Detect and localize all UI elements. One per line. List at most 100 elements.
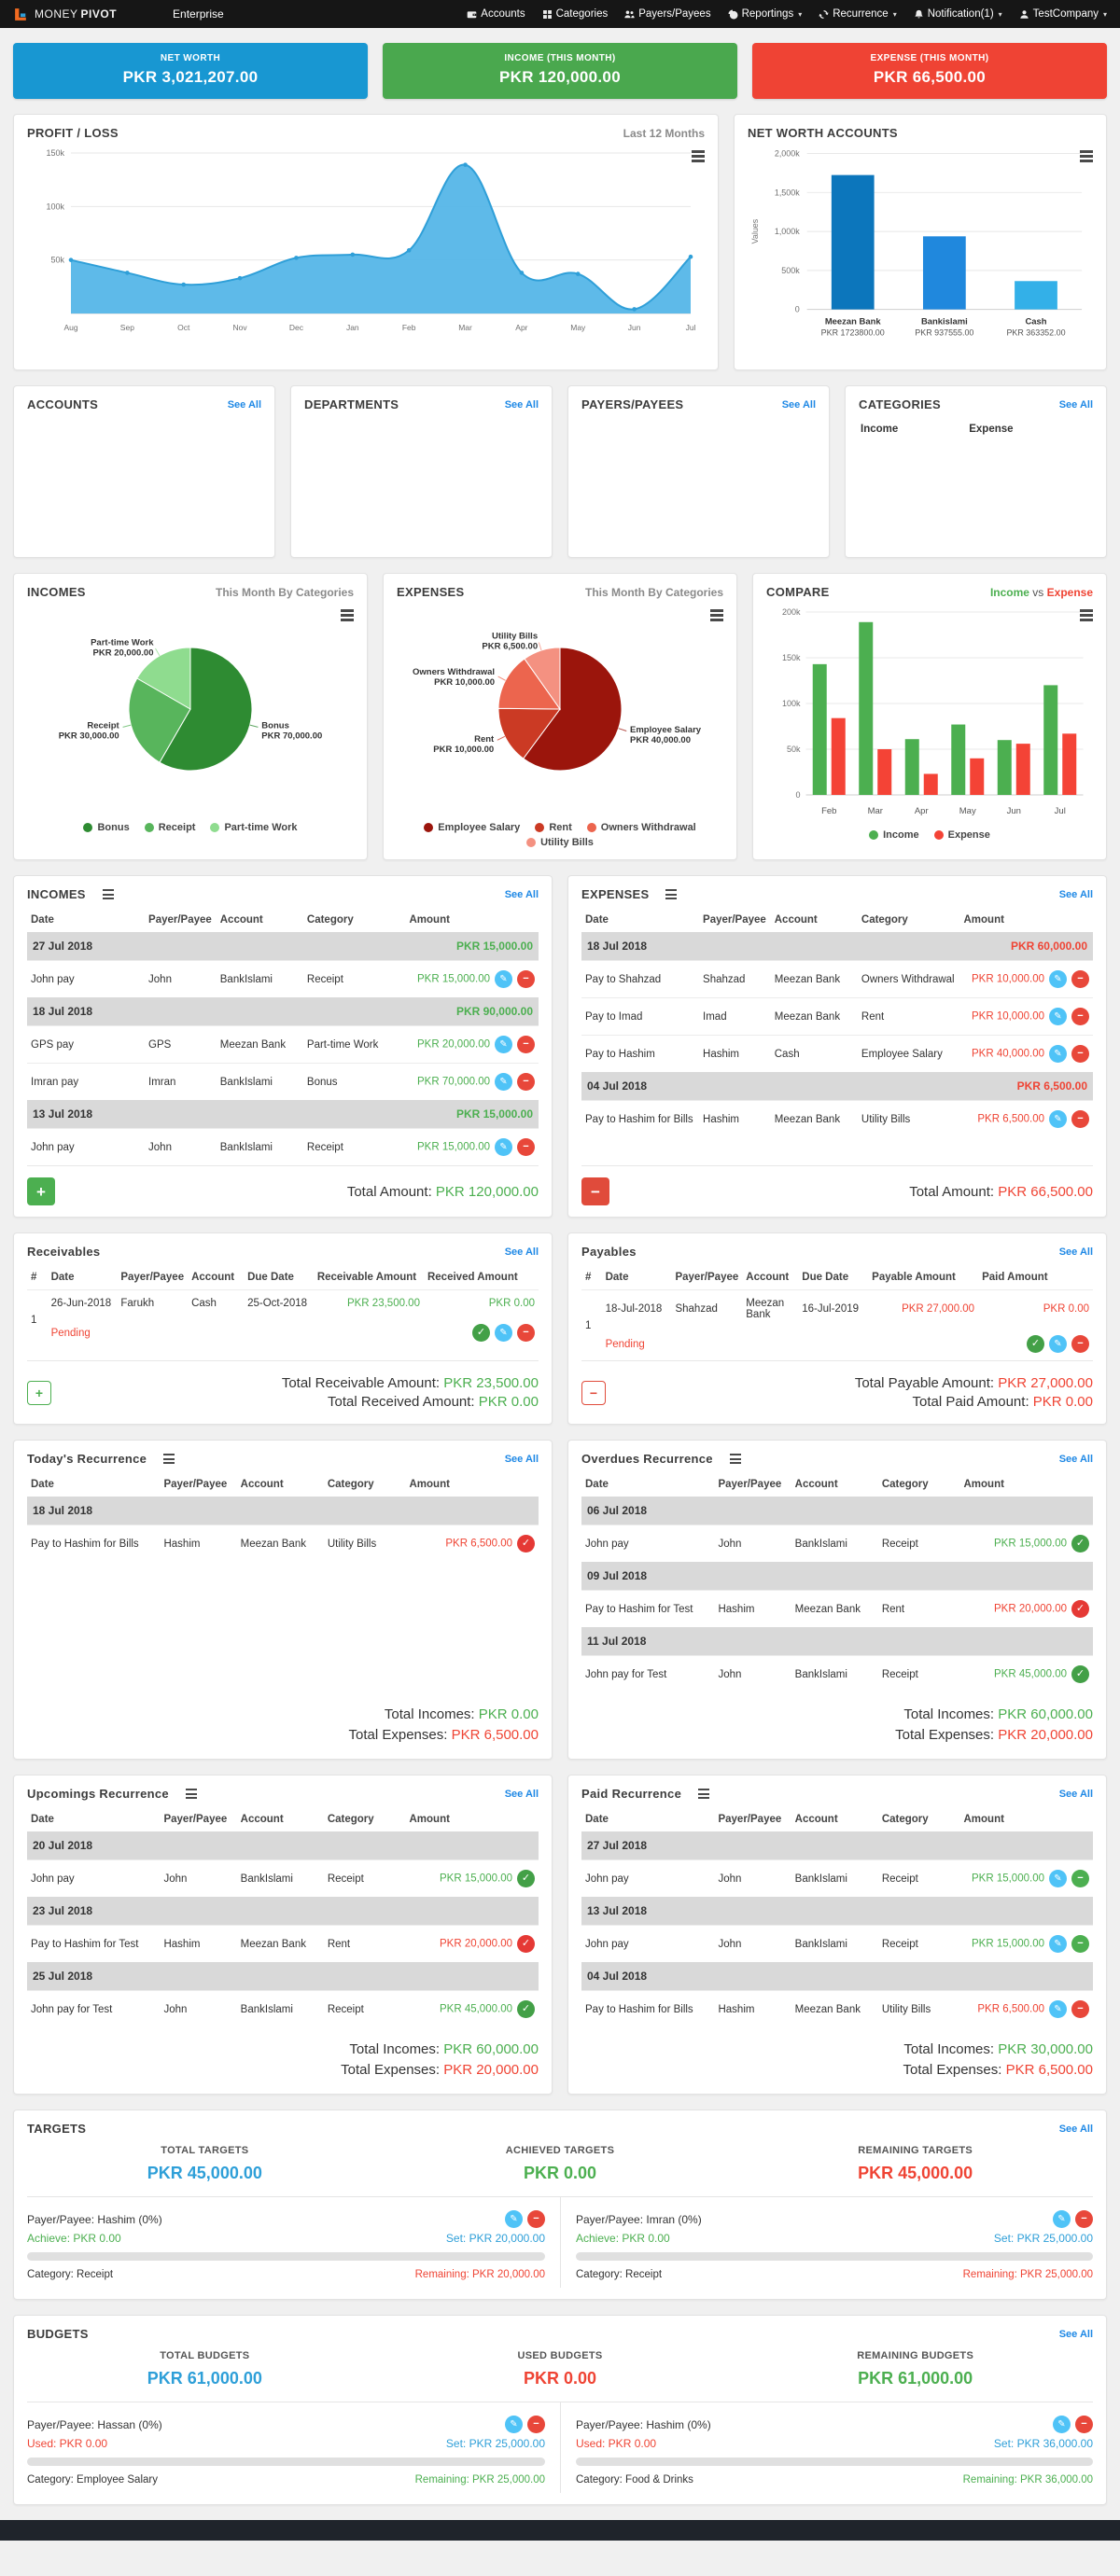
chart-menu-icon[interactable] — [341, 609, 354, 621]
rx-account[interactable]: Meezan Bank — [742, 1289, 799, 1328]
budgets-see-all-link[interactable]: See All — [1058, 2328, 1093, 2340]
minus-red-icon[interactable]: − — [1075, 2210, 1093, 2228]
minus-red-icon[interactable]: − — [1071, 1110, 1089, 1128]
tx-category[interactable]: Bonus — [302, 1063, 406, 1100]
paid-recurrence-see-all-link[interactable]: See All — [1058, 1788, 1093, 1800]
legend-item[interactable]: Rent — [535, 822, 572, 833]
edit-icon[interactable]: ✎ — [1049, 1870, 1067, 1887]
chart-menu-icon[interactable] — [1080, 609, 1093, 621]
edit-icon[interactable]: ✎ — [1053, 2210, 1071, 2228]
nav-item-recurrence[interactable]: Recurrence ▾ — [819, 8, 897, 20]
minus-red-icon[interactable]: − — [527, 2416, 545, 2433]
minus-red-icon[interactable]: − — [1071, 1045, 1089, 1063]
incomes-see-all-link[interactable]: See All — [504, 888, 539, 900]
table-menu-icon[interactable] — [185, 1789, 197, 1799]
minus-green-icon[interactable]: − — [1071, 1870, 1089, 1887]
legend-item[interactable]: Receipt — [144, 822, 195, 833]
tx-category[interactable]: Part-time Work — [302, 1025, 406, 1064]
rx-payee[interactable]: Shahzad — [671, 1289, 743, 1328]
edit-icon[interactable]: ✎ — [1049, 2000, 1067, 2018]
edit-icon[interactable]: ✎ — [1049, 1008, 1067, 1025]
tx-category[interactable]: Utility Bills — [857, 1100, 960, 1137]
edit-icon[interactable]: ✎ — [495, 1073, 512, 1091]
chart-menu-icon[interactable] — [710, 609, 723, 621]
receivables-see-all-link[interactable]: See All — [504, 1246, 539, 1258]
brand[interactable]: MONEY PIVOT — [13, 7, 117, 22]
tx-category[interactable]: Owners Withdrawal — [857, 960, 960, 998]
check-red-icon[interactable]: ✓ — [517, 1535, 535, 1553]
tx-account[interactable]: BankIslami — [216, 1128, 303, 1165]
tx-category[interactable]: Employee Salary — [857, 1035, 960, 1072]
edit-icon[interactable]: ✎ — [1049, 1045, 1067, 1063]
tx-category[interactable]: Rent — [857, 997, 960, 1036]
edit-icon[interactable]: ✎ — [1049, 970, 1067, 988]
minus-red-icon[interactable]: − — [517, 970, 535, 988]
table-menu-icon[interactable] — [729, 1454, 741, 1464]
tx-account[interactable]: Meezan Bank — [770, 997, 858, 1036]
minus-red-icon[interactable]: − — [1071, 1335, 1089, 1353]
check-green-icon[interactable]: ✓ — [1071, 1535, 1089, 1553]
legend-item[interactable]: Income — [869, 829, 919, 841]
tx-account[interactable]: Cash — [770, 1035, 858, 1072]
remove-payable-button[interactable]: − — [581, 1380, 606, 1405]
tx-payee[interactable]: John — [145, 1128, 217, 1165]
minus-red-icon[interactable]: − — [1075, 2416, 1093, 2433]
summary-card[interactable]: NET WORTH PKR 3,021,207.00 — [13, 43, 368, 99]
tx-payee[interactable]: Shahzad — [699, 960, 771, 998]
add-receivable-button[interactable]: + — [27, 1380, 51, 1405]
summary-card[interactable]: EXPENSE (THIS MONTH) PKR 66,500.00 — [752, 43, 1107, 99]
tx-payee[interactable]: Hashim — [699, 1100, 771, 1137]
legend-item[interactable]: Utility Bills — [526, 837, 594, 848]
nav-item-testcompany[interactable]: TestCompany ▾ — [1019, 8, 1107, 20]
edit-icon[interactable]: ✎ — [1053, 2416, 1071, 2433]
remove-expense-button[interactable]: − — [581, 1177, 609, 1205]
minus-red-icon[interactable]: − — [1071, 1008, 1089, 1025]
minus-red-icon[interactable]: − — [517, 1138, 535, 1156]
minus-green-icon[interactable]: − — [1071, 1935, 1089, 1953]
edit-icon[interactable]: ✎ — [505, 2416, 523, 2433]
nav-item-reportings[interactable]: Reportings ▾ — [728, 8, 802, 20]
minus-red-icon[interactable]: − — [517, 1073, 535, 1091]
check-green-icon[interactable]: ✓ — [1027, 1335, 1044, 1353]
accounts-see-all-link[interactable]: See All — [227, 398, 261, 411]
tx-account[interactable]: BankIslami — [216, 960, 303, 997]
edit-icon[interactable]: ✎ — [495, 970, 512, 988]
tx-payee[interactable]: Imad — [699, 997, 771, 1036]
tx-account[interactable]: Meezan Bank — [216, 1025, 303, 1064]
tx-account[interactable]: Meezan Bank — [770, 1100, 858, 1137]
table-menu-icon[interactable] — [163, 1454, 175, 1464]
tx-payee[interactable]: Hashim — [699, 1035, 771, 1072]
payables-see-all-link[interactable]: See All — [1058, 1246, 1093, 1258]
edit-icon[interactable]: ✎ — [1049, 1335, 1067, 1353]
tx-category[interactable]: Receipt — [302, 1128, 406, 1165]
tx-payee[interactable]: John — [145, 960, 217, 997]
tx-category[interactable]: Receipt — [302, 960, 406, 997]
legend-item[interactable]: Owners Withdrawal — [586, 822, 696, 833]
add-income-button[interactable]: + — [27, 1177, 55, 1205]
check-green-icon[interactable]: ✓ — [1071, 1665, 1089, 1683]
edit-icon[interactable]: ✎ — [1049, 1110, 1067, 1128]
nav-item-payers-payees[interactable]: Payers/Payees — [624, 8, 711, 20]
legend-item[interactable]: Expense — [933, 829, 990, 841]
legend-item[interactable]: Bonus — [83, 822, 130, 833]
tx-payee[interactable]: GPS — [145, 1025, 217, 1064]
upcomings-recurrence-see-all-link[interactable]: See All — [504, 1788, 539, 1800]
edit-icon[interactable]: ✎ — [1049, 1935, 1067, 1953]
chart-menu-icon[interactable] — [692, 150, 705, 162]
table-menu-icon[interactable] — [665, 889, 678, 899]
nav-item-accounts[interactable]: Accounts — [467, 8, 525, 20]
summary-card[interactable]: INCOME (THIS MONTH) PKR 120,000.00 — [383, 43, 737, 99]
nav-item-categories[interactable]: Categories — [542, 8, 608, 20]
edit-icon[interactable]: ✎ — [495, 1036, 512, 1053]
tx-account[interactable]: BankIslami — [216, 1063, 303, 1100]
check-green-icon[interactable]: ✓ — [517, 1870, 535, 1887]
minus-red-icon[interactable]: − — [1071, 2000, 1089, 2018]
minus-red-icon[interactable]: − — [1071, 970, 1089, 988]
rx-payee[interactable]: Farukh — [117, 1289, 189, 1316]
tx-payee[interactable]: Imran — [145, 1063, 217, 1100]
legend-item[interactable]: Employee Salary — [424, 822, 520, 833]
rx-account[interactable]: Cash — [188, 1289, 245, 1316]
minus-red-icon[interactable]: − — [517, 1324, 535, 1342]
payers-payees-see-all-link[interactable]: See All — [781, 398, 816, 411]
table-menu-icon[interactable] — [698, 1789, 710, 1799]
